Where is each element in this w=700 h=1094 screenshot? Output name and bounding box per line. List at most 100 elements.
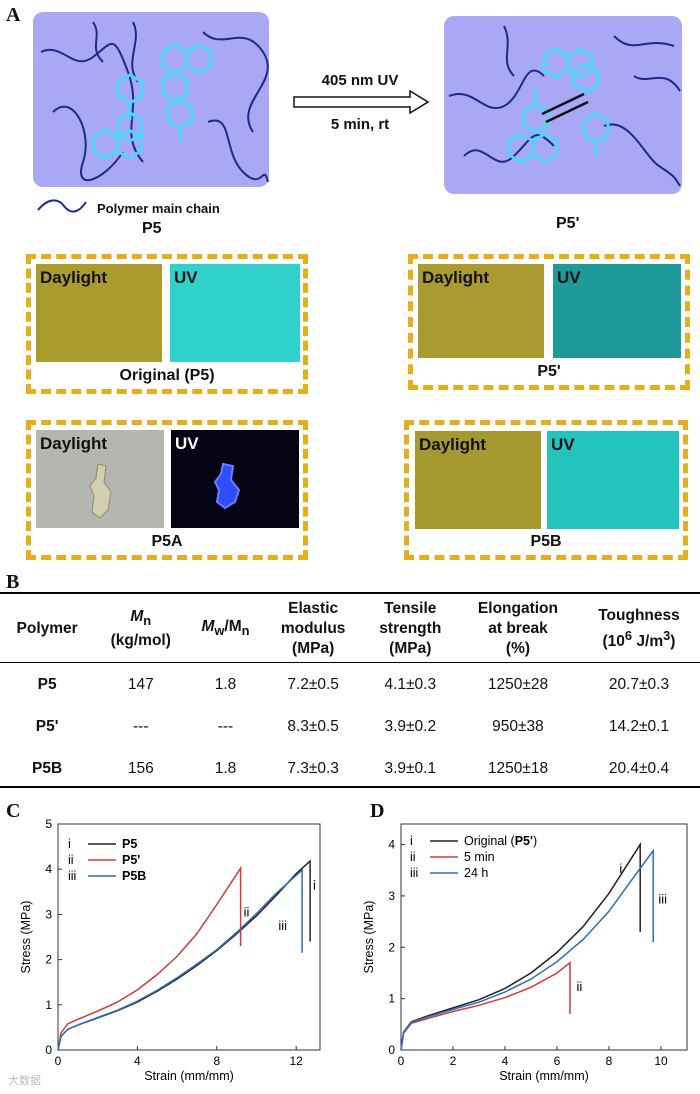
cell-mn: --- [133,718,149,735]
x-tick-label: 10 [654,1054,668,1068]
legend-numeral: ii [68,853,74,867]
legend-numeral: i [410,834,413,848]
photo-daylight: Daylight [418,264,544,358]
sample-name-original: Original (P5) [119,367,215,384]
table-header-row: Polymer Mn (kg/mol) Mw/Mn Elastic modulus… [0,594,700,664]
header-modulus: Elastic modulus (MPa) [280,600,346,657]
cell-toughness: 20.7±0.3 [608,676,670,693]
table-top-rule [0,592,700,594]
sample-name-p5-prime: P5' [537,363,561,380]
y-tick-label: 0 [45,1043,52,1057]
sample-name-p5a: P5A [151,533,183,550]
table-header-rule [0,662,700,663]
series-line-ii [57,865,242,1051]
cell-modulus: 7.2±0.5 [287,676,339,693]
table-row: P5' --- --- 8.3±0.5 3.9±0.2 950±38 14.2±… [0,706,700,748]
series-callout-i: i [313,878,316,893]
panel-d-letter: D [370,800,385,822]
series-callout-ii: ii [577,979,583,994]
photo-frame-original: Daylight UV Original (P5) [26,254,308,394]
cell-elongation: 1250±28 [487,676,549,693]
x-tick-label: 4 [134,1054,141,1068]
cell-tensile: 4.1±0.3 [384,676,437,693]
plot-frame [57,823,321,1051]
legend-numeral: ii [410,850,416,864]
x-tick-label: 6 [554,1054,561,1068]
x-tick-label: 4 [502,1054,509,1068]
header-tensile: Tensile strength (MPa) [379,600,442,657]
legend-label: 5 min [464,850,495,864]
y-tick-label: 4 [45,862,52,876]
cell-dispersity: 1.8 [214,676,237,693]
photo-label-daylight: Daylight [422,268,490,287]
scheme-p5 [33,12,269,187]
legend-label: P5' [122,853,140,867]
y-tick-label: 1 [45,998,52,1012]
legend-numeral: iii [68,869,76,883]
photo-label-uv: UV [551,435,575,454]
plot-frame [400,823,688,1051]
cell-polymer: P5' [35,718,59,735]
cell-dispersity: 1.8 [214,760,237,777]
photo-daylight: Daylight [36,264,162,362]
series-callout-i: i [619,861,622,876]
fluorescent-piece-icon [213,462,241,510]
cell-tensile: 3.9±0.1 [384,760,437,777]
x-tick-label: 0 [55,1054,62,1068]
table-row: P5B 156 1.8 7.3±0.3 3.9±0.1 1250±18 20.4… [0,748,700,790]
panel-b-letter: B [6,571,20,593]
x-axis-label: Strain (mm/mm) [499,1069,589,1083]
scheme-label-p5: P5 [142,220,162,237]
cell-dispersity: --- [217,718,234,735]
y-tick-label: 3 [45,907,52,921]
header-dispersity: Mw/Mn [201,617,250,639]
watermark: 大数据 [8,1075,41,1087]
series-callout-iii: iii [278,918,287,933]
photo-uv: UV [547,431,679,529]
y-tick-label: 1 [388,992,395,1006]
series-callout-iii: iii [658,892,667,907]
y-tick-label: 2 [45,953,52,967]
properties-table: Polymer Mn (kg/mol) Mw/Mn Elastic modulus… [0,594,700,790]
legend-numeral: iii [410,866,418,880]
legend-label: 24 h [464,866,488,880]
table-bottom-rule [0,786,700,788]
legend-label: Original (P5') [464,834,537,848]
photo-uv: UV [553,264,681,358]
legend-label: P5 [122,837,137,851]
polymer-chain-icon [37,199,87,213]
arrow-condition-bottom: 5 min, rt [330,116,390,133]
x-tick-label: 12 [290,1054,304,1068]
legend-numeral: i [68,837,71,851]
photo-daylight: Daylight [36,430,164,528]
y-tick-label: 4 [388,838,395,852]
series-line-ii [400,961,571,1051]
scheme-label-p5-prime: P5' [556,215,580,232]
series-line-iii [57,868,303,1051]
y-tick-label: 5 [45,817,52,831]
table-row: P5 147 1.8 7.2±0.5 4.1±0.3 1250±28 20.7±… [0,664,700,706]
y-tick-label: 2 [388,940,395,954]
photo-label-uv: UV [175,434,199,453]
scheme-p5-prime [444,16,682,194]
photo-uv: UV [170,264,300,362]
series-line-iii [400,848,654,1051]
photo-frame-p5-prime: Daylight UV P5' [408,254,690,390]
photo-label-daylight: Daylight [40,434,108,453]
series-line-i [400,841,641,1051]
x-tick-label: 0 [398,1054,405,1068]
photo-label-uv: UV [557,268,581,287]
photo-frame-p5a: Daylight UV P5A [26,420,308,560]
photo-label-daylight: Daylight [40,268,108,287]
cell-toughness: 14.2±0.1 [608,718,670,735]
header-toughness: Toughness (106 J/m3) [598,606,680,651]
cell-elongation: 950±38 [492,718,544,735]
sample-name-p5b: P5B [530,533,562,550]
panel-a-letter: A [6,4,21,26]
photo-daylight: Daylight [415,431,541,529]
legend-label: P5B [122,869,146,883]
y-tick-label: 0 [388,1043,395,1057]
photo-frame-p5b: Daylight UV P5B [404,420,688,560]
